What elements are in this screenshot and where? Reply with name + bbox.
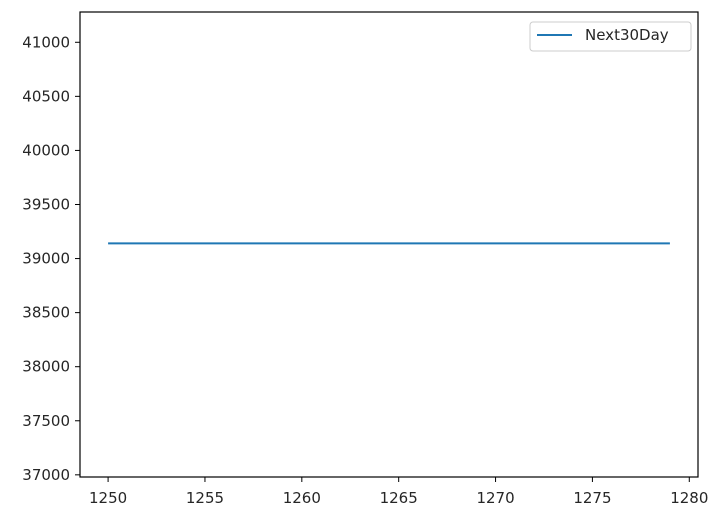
x-axis: 1250 1255 1260 1265 1270 1275 1280 [89, 477, 708, 507]
x-tick-label-3: 1265 [380, 489, 418, 507]
y-tick-label-7: 40500 [22, 87, 70, 105]
legend-box [529, 21, 692, 52]
y-tick-label-1: 37500 [22, 412, 70, 430]
legend-label: Next30Day [585, 26, 669, 44]
y-tick-label-3: 38500 [22, 304, 70, 322]
y-tick-label-2: 38000 [22, 358, 70, 376]
x-tick-label-4: 1270 [476, 489, 514, 507]
x-tick-label-0: 1250 [89, 489, 127, 507]
y-tick-label-0: 37000 [22, 466, 70, 484]
x-tick-label-5: 1275 [573, 489, 611, 507]
y-tick-label-4: 39000 [22, 250, 70, 268]
y-tick-label-6: 40000 [22, 141, 70, 159]
legend: Next30Day [529, 21, 692, 52]
x-tick-label-1: 1255 [186, 489, 224, 507]
y-tick-label-5: 39500 [22, 195, 70, 213]
plot-frame [79, 11, 699, 478]
x-tick-label-2: 1260 [283, 489, 321, 507]
y-axis: 37000 37500 38000 38500 39000 39500 40000 40500… [22, 33, 80, 484]
y-tick-label-8: 41000 [22, 33, 70, 51]
plot-background [80, 12, 698, 477]
x-tick-label-6: 1280 [670, 489, 708, 507]
